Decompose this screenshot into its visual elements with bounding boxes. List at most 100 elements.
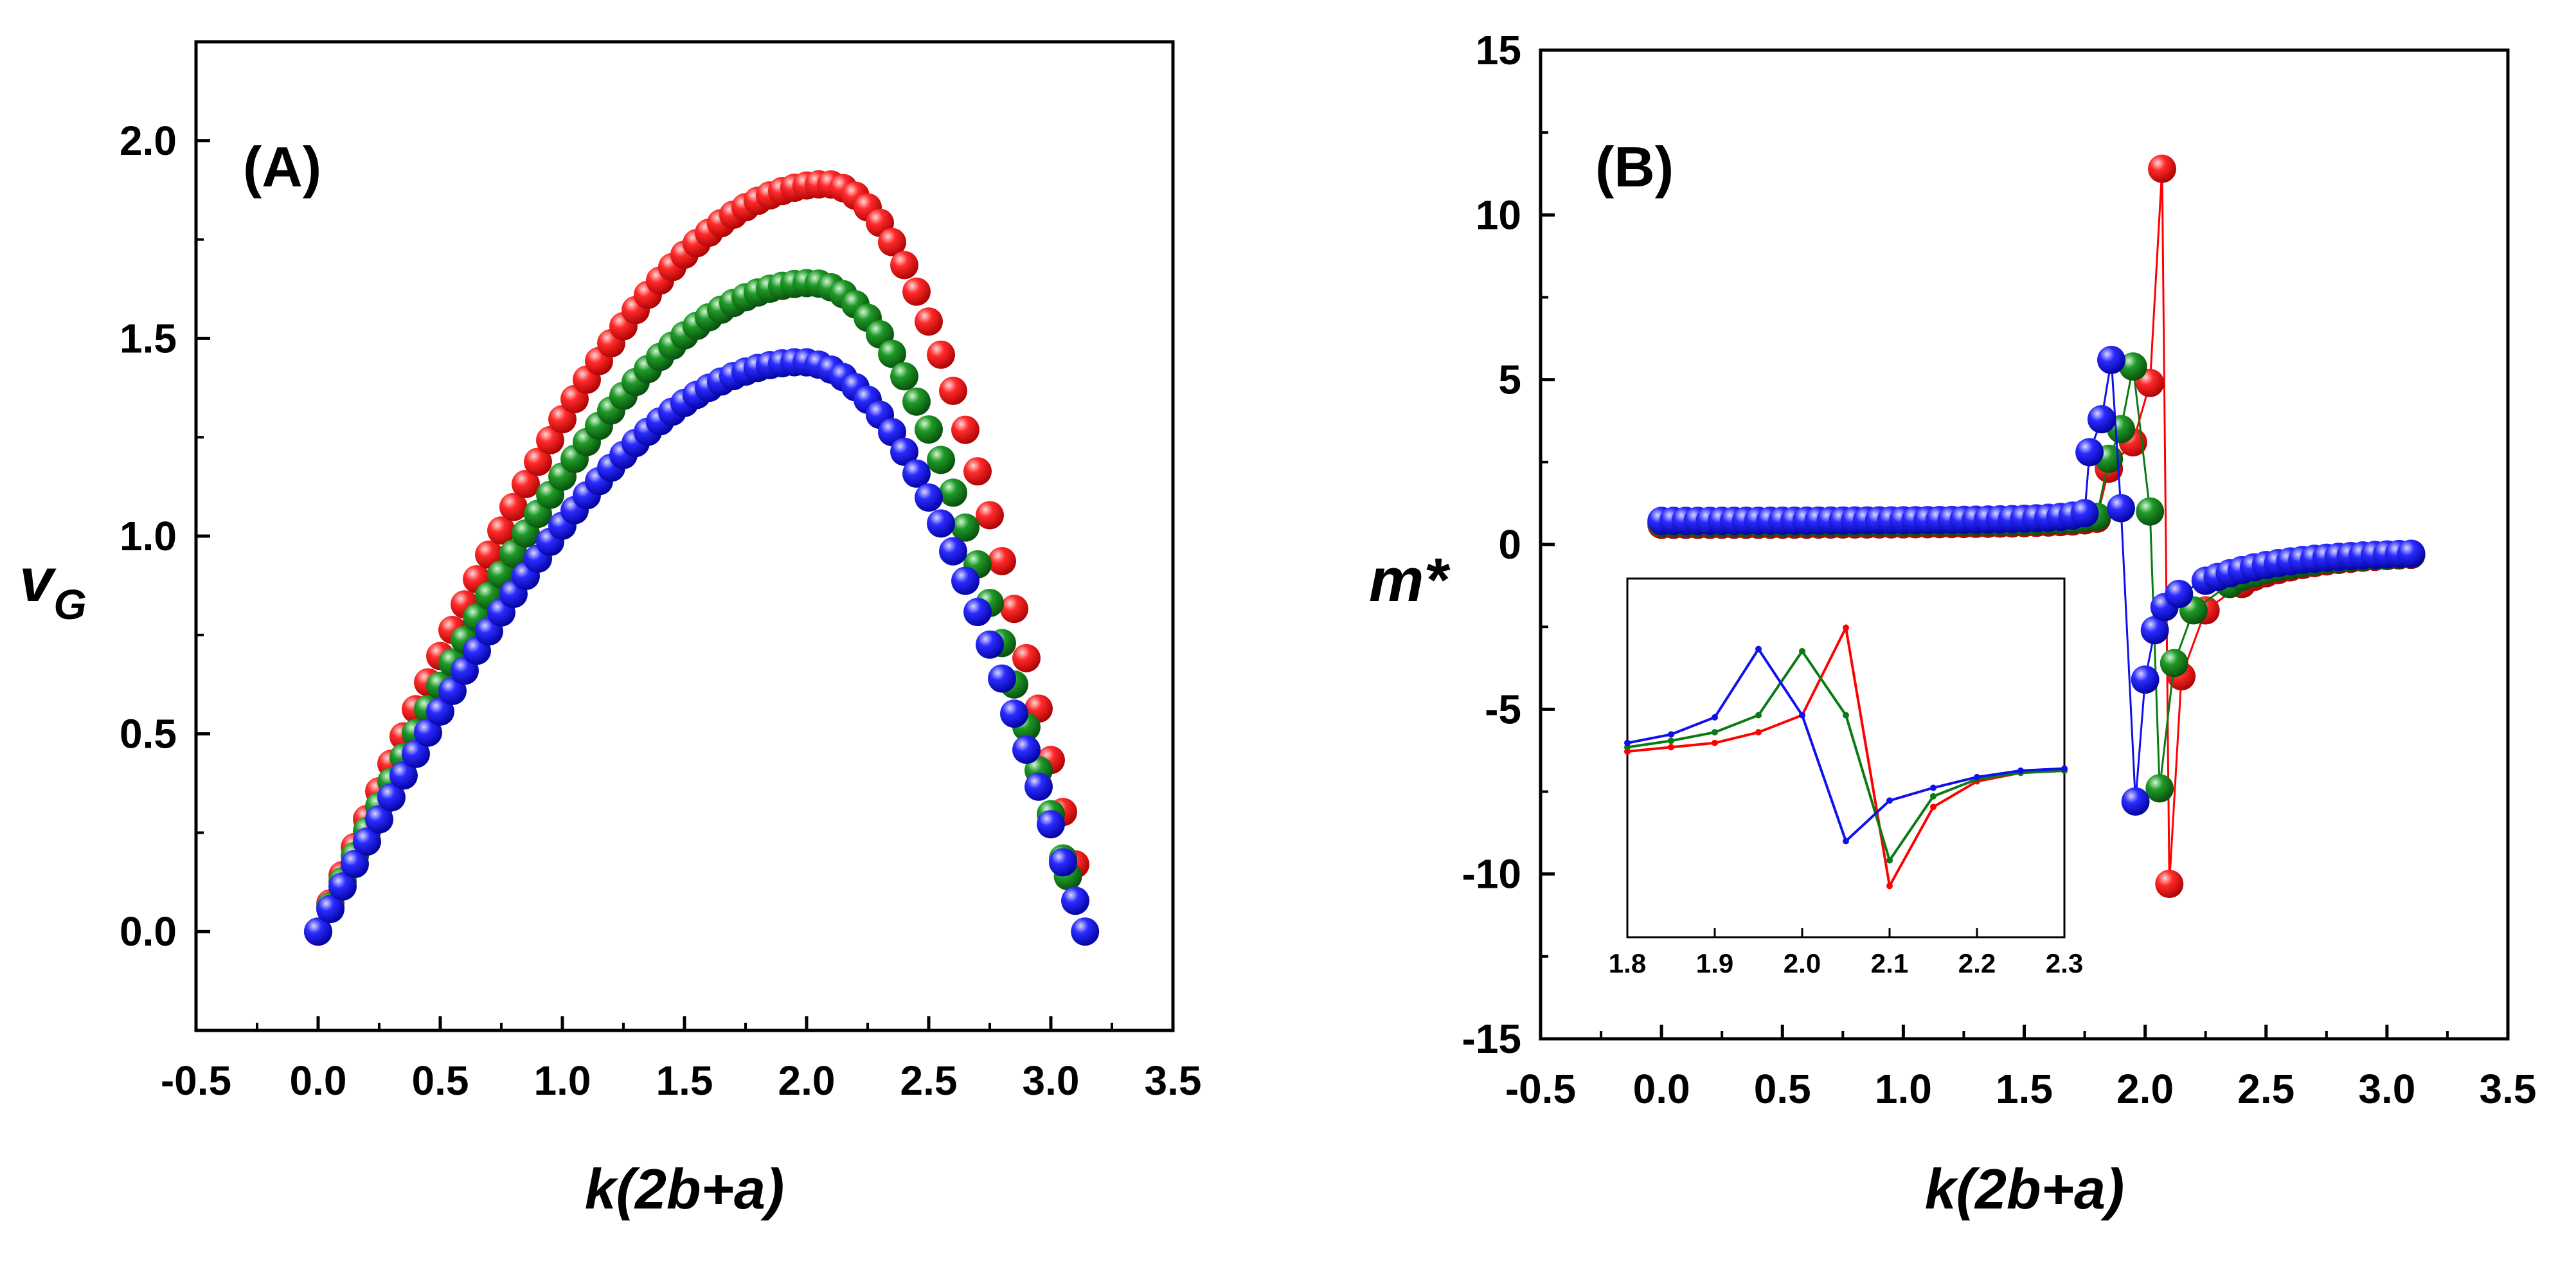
chart-a-x-tick-label: 2.0 bbox=[778, 1057, 836, 1104]
chart-b-x-tick-label: -0.5 bbox=[1505, 1066, 1576, 1112]
chart-b-inset-point-green bbox=[1712, 729, 1718, 736]
chart-b-inset-x-tick-label: 2.2 bbox=[1958, 948, 1996, 978]
chart-b-x-tick-label: 1.0 bbox=[1875, 1066, 1932, 1112]
chart-a-point-green bbox=[939, 478, 967, 507]
chart-a-point-blue bbox=[963, 598, 992, 627]
chart-a-point-red bbox=[1012, 643, 1041, 672]
chart-a-point-blue bbox=[1000, 699, 1028, 728]
chart-b-inset-point-blue bbox=[1755, 645, 1762, 652]
chart-a-point-green bbox=[927, 445, 955, 474]
chart-b-y-tick-label: -15 bbox=[1462, 1016, 1522, 1062]
chart-b-inset-frame bbox=[1626, 577, 2066, 939]
chart-a-axis-ticks: -0.5 0.0 0.5 1.0 1.5 2.0 2.5 3.0 3.5 0.0 0.5 1.0 1.5… bbox=[120, 118, 1201, 1104]
chart-b-x-tick-label: 1.5 bbox=[1996, 1066, 2053, 1112]
chart-b-inset-point-blue bbox=[1974, 773, 1980, 780]
chart-a-y-axis-label-main: v bbox=[19, 546, 57, 615]
chart-a-point-red bbox=[1000, 595, 1028, 624]
chart-b-point-red bbox=[2155, 870, 2184, 899]
chart-a-point-blue bbox=[1071, 917, 1100, 946]
chart-a-point-red bbox=[902, 277, 931, 306]
chart-b-inset-x-tick-label: 1.9 bbox=[1696, 948, 1733, 978]
chart-b-point-green bbox=[2136, 497, 2165, 526]
chart-a-point-blue bbox=[927, 509, 955, 538]
chart-a-point-red bbox=[939, 377, 967, 406]
chart-a-point-blue bbox=[426, 697, 454, 726]
chart-a-point-red bbox=[512, 470, 540, 499]
chart-a-point-blue bbox=[890, 437, 918, 466]
chart-b-inset-point-red bbox=[1930, 804, 1936, 811]
chart-a-x-tick-label: 1.0 bbox=[534, 1057, 591, 1104]
chart-b-inset-axis-ticks: 1.8 1.9 2.0 2.1 2.2 2.3 bbox=[1609, 928, 2083, 978]
chart-a-point-blue bbox=[915, 483, 943, 512]
chart-b-inset-x-tick-label: 1.8 bbox=[1609, 948, 1646, 978]
chart-b-inset-point-blue bbox=[2061, 765, 2068, 772]
chart-b-inset-lines bbox=[1624, 624, 2068, 890]
chart-b-point-blue bbox=[2131, 665, 2160, 694]
chart-a-x-tick-label: 1.5 bbox=[656, 1057, 713, 1104]
chart-b-y-axis-label: m* bbox=[1369, 546, 1451, 615]
chart-b-point-blue bbox=[2070, 499, 2099, 528]
chart-b-x-tick-label: 2.0 bbox=[2116, 1066, 2174, 1112]
chart-a-point-blue bbox=[438, 676, 467, 705]
chart-a-point-red bbox=[963, 457, 992, 486]
chart-a-y-axis-label-sub: G bbox=[53, 580, 86, 628]
chart-a-y-tick-label: 0.5 bbox=[120, 711, 177, 757]
chart-a-x-axis-label: k(2b+a) bbox=[585, 1157, 785, 1221]
chart-a-point-blue bbox=[402, 739, 430, 768]
chart-a-point-green bbox=[878, 339, 906, 368]
chart-b-inset-point-red bbox=[1755, 729, 1762, 736]
chart-b: -0.5 0.0 0.5 1.0 1.5 2.0 2.5 3.0 3.5 -15 -10 -5 0 5 10… bbox=[1369, 27, 2536, 1221]
chart-a-point-blue bbox=[1049, 848, 1077, 877]
chart-a-point-blue bbox=[951, 566, 979, 595]
chart-a-y-tick-label: 1.5 bbox=[120, 315, 177, 361]
chart-a-point-blue bbox=[316, 895, 344, 924]
chart-b-panel-label: (B) bbox=[1595, 135, 1674, 199]
chart-b-inset-point-blue bbox=[2017, 767, 2024, 774]
chart-b-inset-point-blue bbox=[1624, 739, 1631, 746]
chart-a-point-red bbox=[487, 516, 515, 545]
chart-b-inset-point-red bbox=[1843, 624, 1849, 631]
chart-a-x-tick-label: 3.5 bbox=[1145, 1057, 1202, 1104]
chart-b-inset-point-blue bbox=[1712, 714, 1718, 721]
chart-b-inset-x-tick-label: 2.3 bbox=[2046, 948, 2083, 978]
chart-b-y-tick-label: 0 bbox=[1498, 521, 1521, 568]
chart-a: -0.5 0.0 0.5 1.0 1.5 2.0 2.5 3.0 3.5 0.0 0.5 1.0 1.5… bbox=[19, 40, 1201, 1221]
chart-a-point-blue bbox=[902, 459, 931, 488]
chart-a-x-tick-label: 0.5 bbox=[412, 1057, 469, 1104]
chart-b-point-green bbox=[2118, 352, 2147, 381]
chart-b-inset-point-green bbox=[1930, 793, 1936, 800]
chart-a-point-blue bbox=[389, 761, 418, 790]
chart-b-point-green bbox=[2160, 649, 2188, 678]
chart-a-point-blue bbox=[328, 872, 357, 901]
chart-b-inset-point-green bbox=[1755, 712, 1762, 719]
chart-b-point-blue bbox=[2397, 539, 2426, 568]
chart-b-y-tick-label: -5 bbox=[1485, 686, 1521, 732]
chart-a-point-red bbox=[878, 228, 906, 256]
chart-b-point-blue bbox=[2140, 616, 2169, 645]
chart-a-point-red bbox=[915, 307, 943, 336]
chart-b-x-tick-label: 3.5 bbox=[2480, 1066, 2537, 1112]
chart-b-point-blue bbox=[2097, 345, 2125, 374]
chart-b-y-tick-label: -10 bbox=[1462, 851, 1522, 897]
chart-a-point-green bbox=[915, 415, 943, 444]
chart-b-axis-ticks: -0.5 0.0 0.5 1.0 1.5 2.0 2.5 3.0 3.5 -15 -10 -5 0 5 10… bbox=[1462, 27, 2537, 1112]
chart-b-y-tick-label: 15 bbox=[1476, 27, 1521, 73]
chart-a-point-red bbox=[951, 415, 979, 444]
chart-b-inset-point-red bbox=[1668, 744, 1674, 751]
chart-a-point-blue bbox=[976, 630, 1004, 659]
chart-a-point-blue bbox=[353, 827, 381, 856]
chart-a-point-blue bbox=[365, 805, 393, 834]
chart-a-point-red bbox=[524, 447, 552, 476]
chart-b-data-points bbox=[1647, 154, 2426, 899]
chart-a-y-tick-label: 0.0 bbox=[120, 908, 177, 955]
chart-a-point-green bbox=[890, 362, 918, 391]
chart-b-y-tick-label: 5 bbox=[1498, 357, 1521, 403]
chart-a-y-axis-label: vG bbox=[19, 546, 87, 628]
chart-b-inset-point-red bbox=[1886, 883, 1893, 890]
chart-a-point-red bbox=[976, 501, 1004, 530]
chart-b-x-tick-label: 0.0 bbox=[1633, 1066, 1690, 1112]
chart-b-inset: 1.8 1.9 2.0 2.1 2.2 2.3 bbox=[1609, 577, 2083, 978]
chart-a-data-points bbox=[304, 170, 1100, 946]
chart-b-inset-point-green bbox=[1668, 737, 1674, 744]
